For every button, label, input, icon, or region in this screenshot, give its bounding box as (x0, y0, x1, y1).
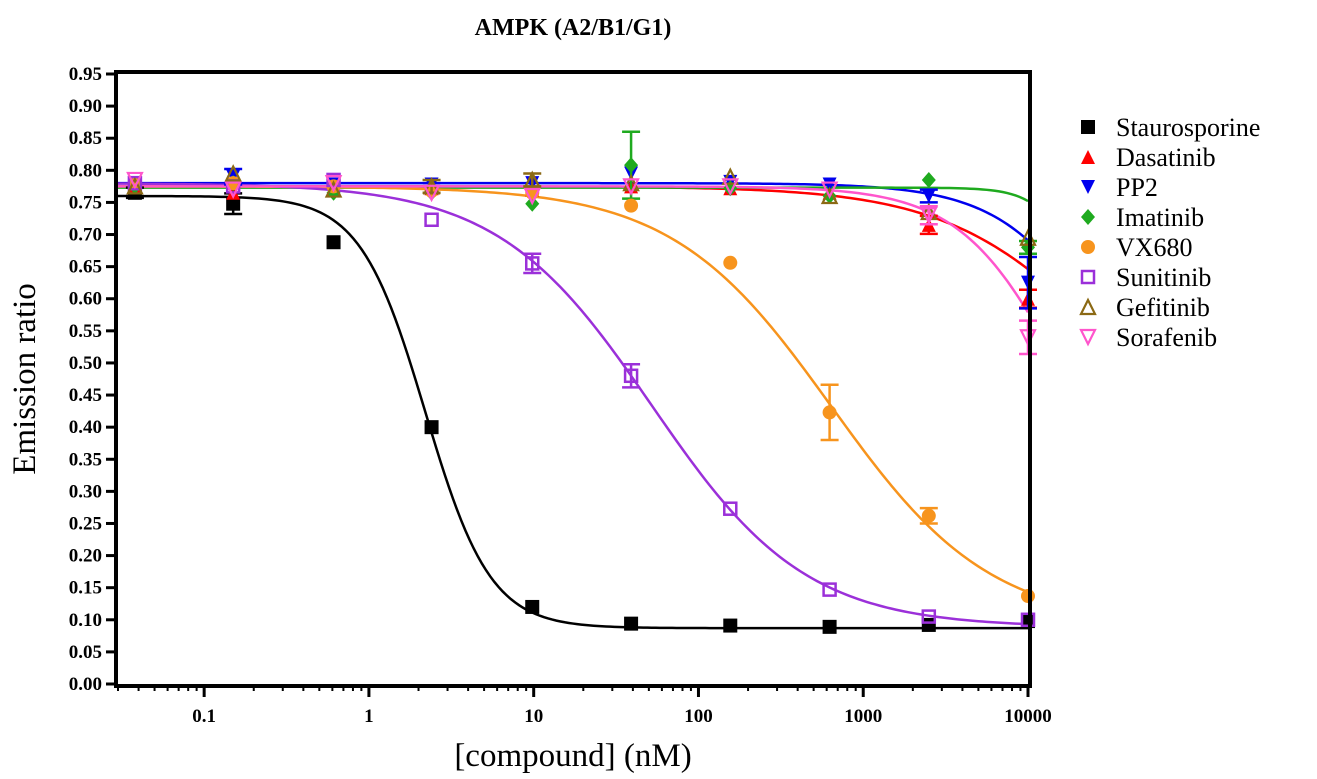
y-tick-label: 0.15 (69, 578, 102, 599)
fit-curve-sunitinib (117, 182, 1029, 626)
point-sorafenib (126, 171, 144, 190)
y-tick-label: 0.30 (69, 481, 102, 502)
chart-title: AMPK (A2/B1/G1) (475, 15, 672, 41)
legend-label-sorafenib: Sorafenib (1116, 323, 1217, 352)
y-tick-label: 0.65 (69, 257, 102, 278)
data-points (125, 130, 1037, 634)
point-staurosporine (525, 599, 540, 614)
point-staurosporine (624, 616, 639, 631)
x-tick-label: 1 (364, 706, 374, 727)
y-tick-label: 0.50 (69, 353, 102, 374)
legend-label-vx680: VX680 (1116, 233, 1193, 262)
point-sunitinib (623, 368, 639, 384)
legend-marker-imatinib (1081, 209, 1095, 225)
x-tick-label: 1000 (844, 706, 882, 727)
point-vx680 (624, 198, 639, 213)
point-sorafenib (820, 181, 839, 200)
legend-label-staurosporine: Staurosporine (1116, 113, 1260, 142)
point-gefitinib (820, 186, 839, 205)
y-tick-label: 0.20 (69, 546, 102, 567)
y-axis-label: Emission ratio (7, 283, 43, 475)
point-imatinib (624, 157, 639, 174)
legend-label-dasatinib: Dasatinib (1116, 143, 1216, 172)
fit-curve-pp2 (118, 181, 1029, 242)
legend-marker-sorafenib (1079, 328, 1097, 347)
y-tick-label: 0.40 (69, 417, 102, 438)
y-tick-label: 0.45 (69, 385, 102, 406)
point-sunitinib (822, 582, 837, 597)
point-sunitinib (921, 609, 937, 624)
point-sunitinib (524, 256, 540, 271)
point-imatinib (921, 171, 936, 188)
x-tick-label: 10 (524, 706, 543, 727)
plot-frame (114, 70, 1032, 688)
x-tick-label: 10000 (1004, 706, 1052, 727)
y-tick-label: 0.05 (69, 642, 102, 663)
legend-marker-sunitinib (1080, 269, 1096, 285)
point-sorafenib (622, 178, 640, 196)
point-gefitinib (523, 170, 542, 189)
point-staurosporine (723, 618, 738, 633)
y-axis-ticks: 0.00 0.05 0.10 0.15 0.20 0.25 0.30 0.35 0.40 0.45… (69, 64, 118, 695)
y-tick-label: 0.55 (69, 321, 102, 342)
y-tick-label: 0.70 (69, 225, 102, 246)
legend-label-imatinib: Imatinib (1116, 203, 1204, 232)
point-staurosporine (326, 235, 341, 250)
y-tick-label: 0.90 (69, 96, 102, 117)
point-sunitinib (424, 212, 439, 228)
y-tick-label: 0.10 (69, 610, 102, 631)
legend-marker-staurosporine (1081, 120, 1095, 134)
point-gefitinib (622, 173, 640, 192)
point-pp2 (822, 177, 837, 192)
fit-curve-vx680 (117, 185, 1029, 594)
y-tick-label: 0.80 (69, 160, 102, 181)
y-tick-label: 0.35 (69, 449, 102, 470)
legend-label-gefitinib: Gefitinib (1116, 293, 1210, 322)
legend-marker-dasatinib (1081, 150, 1095, 164)
point-vx680 (723, 255, 738, 270)
fit-curve-sorafenib (118, 185, 1030, 314)
legend-label-pp2: PP2 (1116, 173, 1158, 202)
point-staurosporine (424, 420, 439, 435)
point-gefitinib (126, 176, 144, 195)
point-staurosporine (822, 619, 837, 634)
x-tick-label: 0.1 (192, 706, 216, 727)
y-tick-label: 0.25 (69, 513, 102, 534)
x-axis-ticks: 0.1 1 10 100 1000 10000 (117, 684, 1052, 727)
legend-marker-vx680 (1081, 240, 1095, 254)
point-staurosporine (226, 196, 241, 211)
point-pp2 (921, 189, 936, 203)
y-tick-label: 0.95 (69, 64, 102, 85)
y-tick-label: 0.85 (69, 128, 102, 149)
point-sorafenib (721, 178, 740, 196)
point-vx680 (921, 508, 936, 523)
point-sorafenib (324, 175, 343, 193)
point-sorafenib (224, 181, 242, 200)
point-gefitinib (224, 164, 242, 182)
fit-curve-staurosporine (117, 194, 1028, 630)
legend-marker-pp2 (1081, 180, 1095, 194)
point-vx680 (822, 405, 837, 420)
point-sorafenib (920, 207, 938, 225)
point-sorafenib (422, 184, 441, 203)
point-gefitinib (324, 180, 343, 198)
legend-marker-gefitinib (1079, 297, 1097, 316)
legend: StaurosporineDasatinibPP2ImatinibVX680Su… (1079, 113, 1260, 352)
y-tick-label: 0.00 (69, 674, 102, 695)
x-tick-label: 100 (684, 706, 713, 727)
point-sorafenib (523, 187, 542, 206)
point-gefitinib (721, 167, 740, 185)
fit-curves (117, 181, 1030, 630)
y-tick-label: 0.75 (69, 192, 102, 213)
x-axis-label: [compound] (nM) (454, 738, 691, 774)
point-sunitinib (723, 501, 738, 516)
y-tick-label: 0.60 (69, 289, 102, 310)
legend-label-sunitinib: Sunitinib (1116, 263, 1211, 292)
